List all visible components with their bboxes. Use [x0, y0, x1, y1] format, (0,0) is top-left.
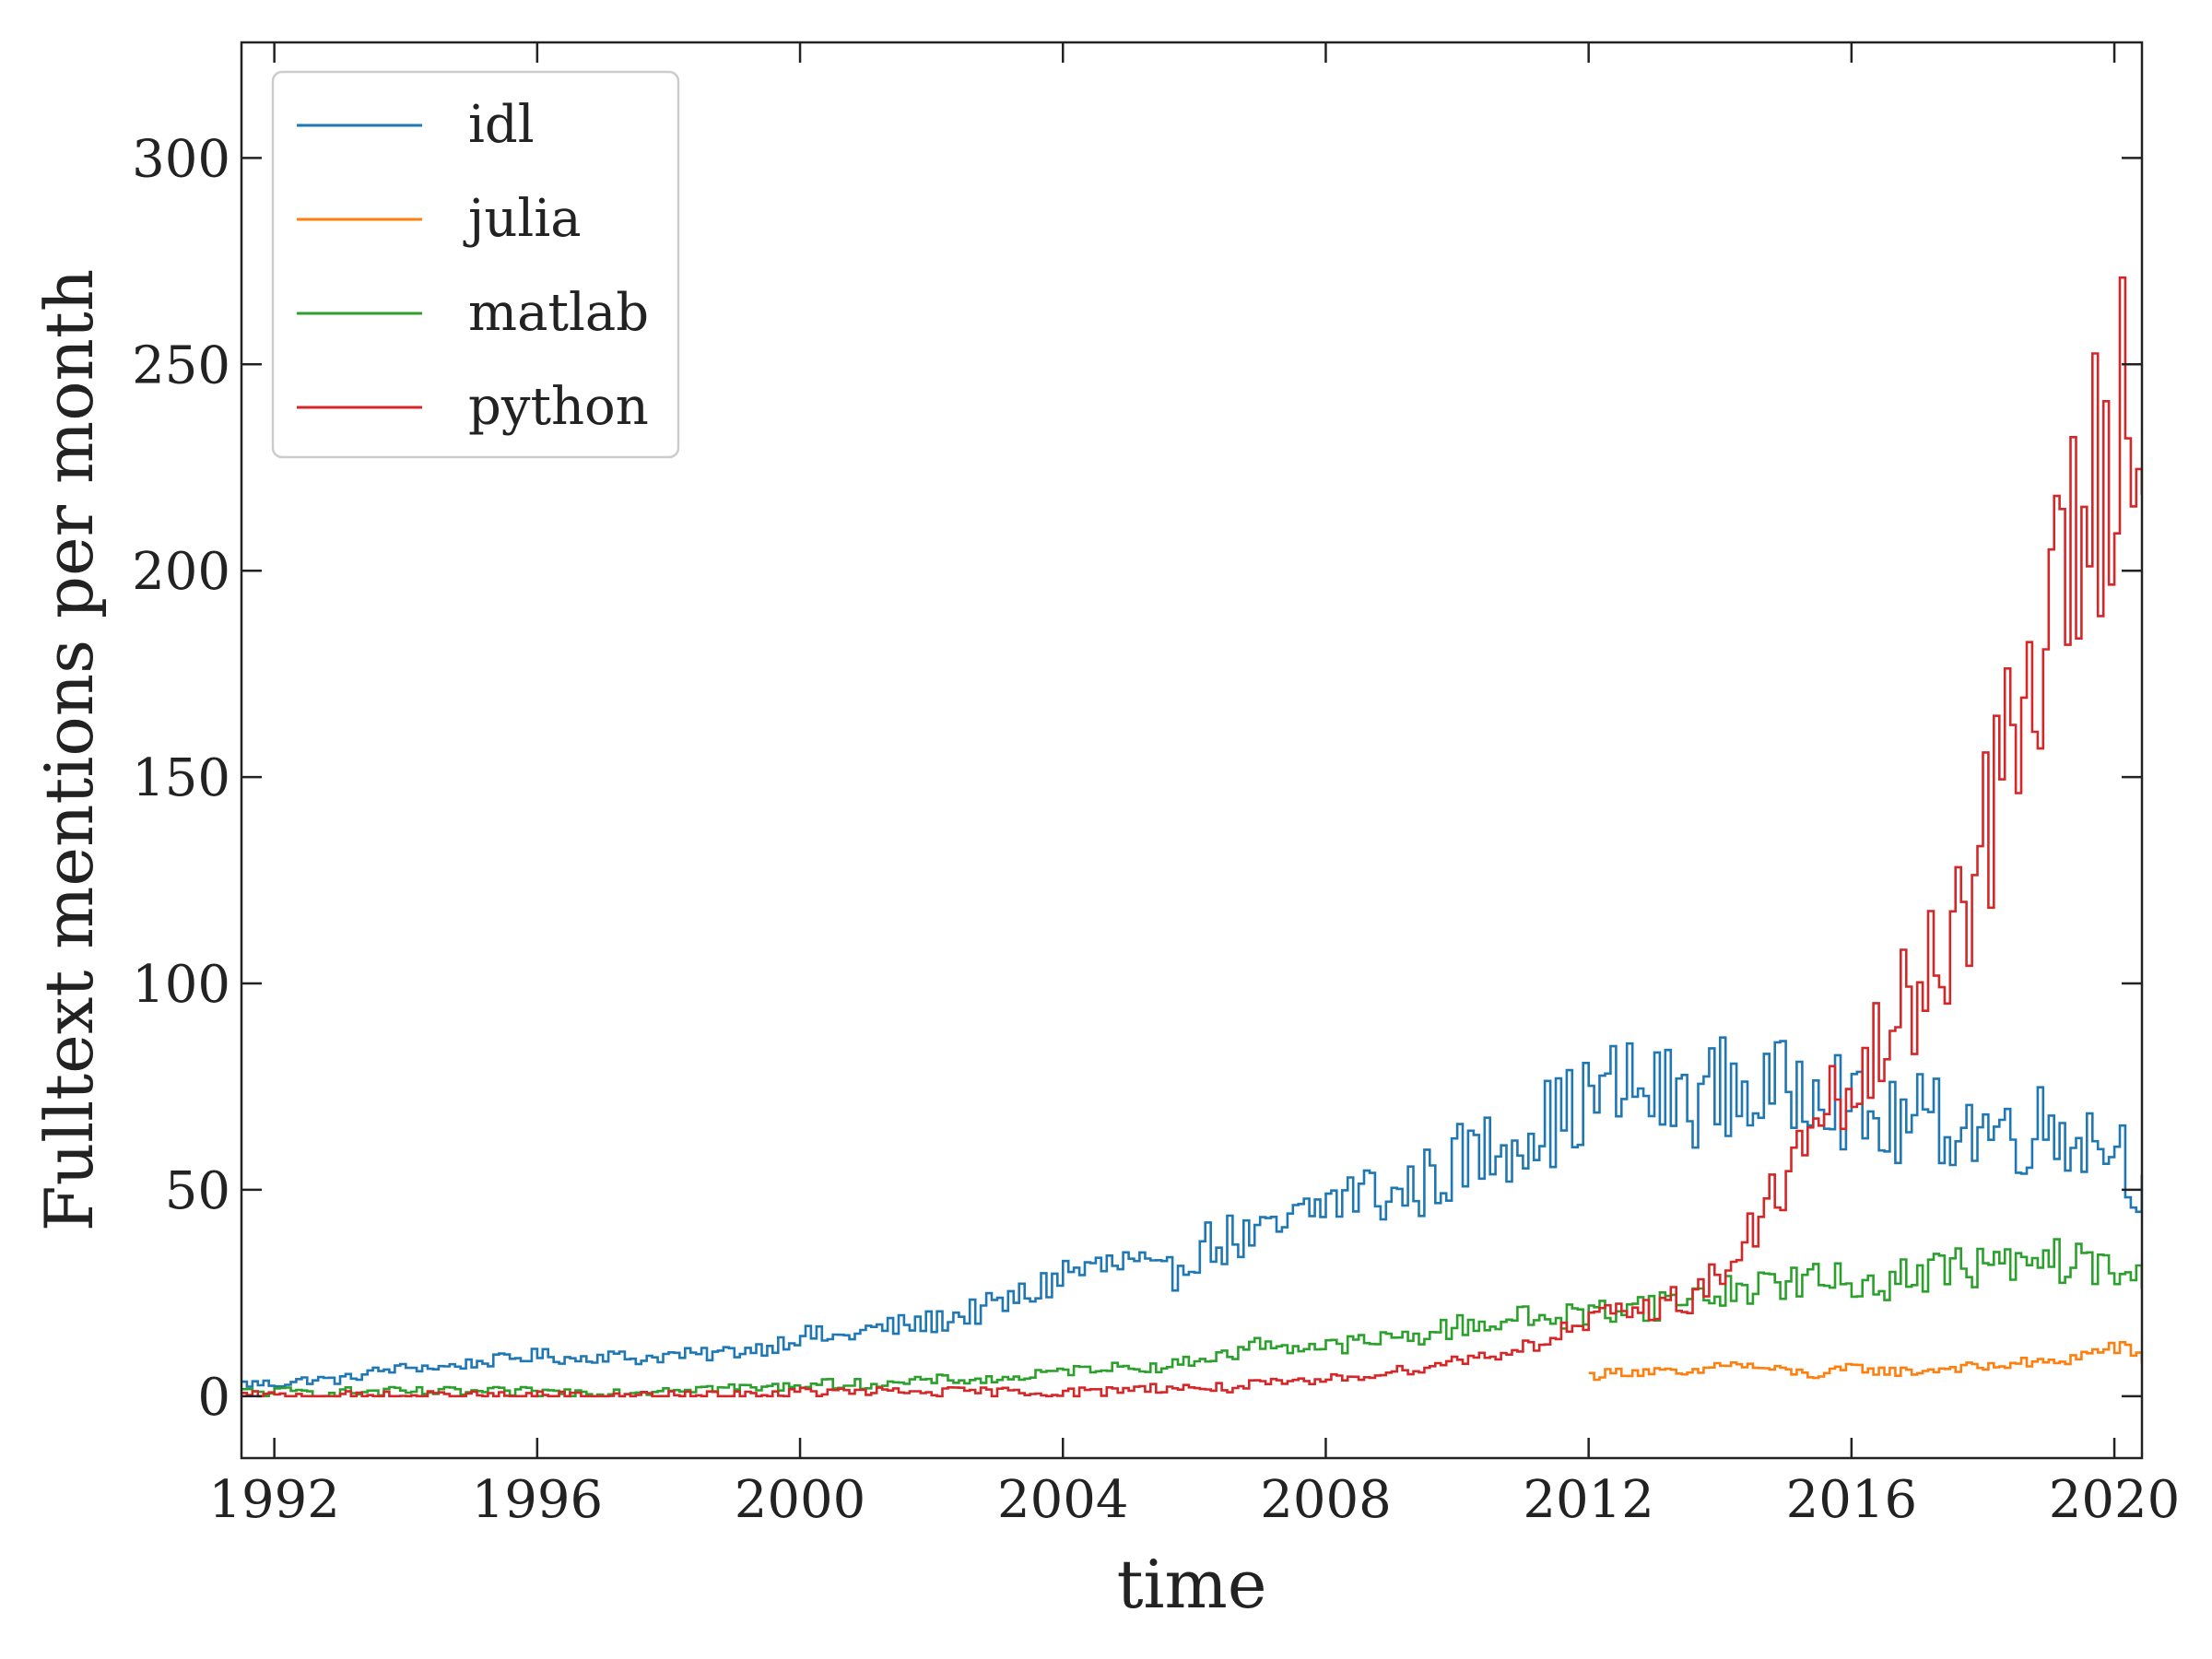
y-tick-label: 50	[165, 1161, 230, 1221]
y-tick-label: 0	[197, 1368, 230, 1428]
x-tick-label: 2004	[997, 1470, 1129, 1530]
x-tick-label: 2012	[1523, 1470, 1654, 1530]
x-tick-label: 1992	[208, 1470, 340, 1530]
legend-label-idl: idl	[468, 95, 535, 155]
legend-label-python: python	[468, 377, 649, 437]
tick-layer: 1992 1996 2000 2004 2008 2012 2016 2020 0 50 100 15…	[132, 42, 2180, 1530]
y-axis-label: Fulltext mentions per month	[30, 269, 108, 1231]
y-tick-label: 150	[132, 748, 230, 808]
x-axis-label: time	[1117, 1546, 1267, 1623]
legend: idl julia matlab python	[271, 70, 680, 459]
x-tick-label: 2020	[2049, 1470, 2181, 1530]
x-tick-label: 2016	[1786, 1470, 1918, 1530]
x-tick-label: 2008	[1260, 1470, 1392, 1530]
series-layer	[241, 276, 2142, 1398]
series-line-idl	[241, 1036, 2142, 1388]
y-tick-label: 200	[132, 542, 230, 602]
legend-label-matlab: matlab	[468, 283, 649, 343]
series-line-julia	[1588, 1341, 2142, 1382]
series-line-python	[241, 276, 2142, 1398]
legend-label-julia: julia	[463, 189, 582, 249]
plot-frame	[240, 41, 2144, 1460]
y-tick-label: 100	[132, 955, 230, 1015]
y-tick-label: 250	[132, 335, 230, 395]
x-tick-label: 2000	[735, 1470, 866, 1530]
x-tick-label: 1996	[472, 1470, 604, 1530]
y-tick-label: 300	[132, 129, 230, 189]
legend-entries: idl julia matlab python	[297, 95, 649, 437]
legend-frame	[271, 70, 680, 459]
